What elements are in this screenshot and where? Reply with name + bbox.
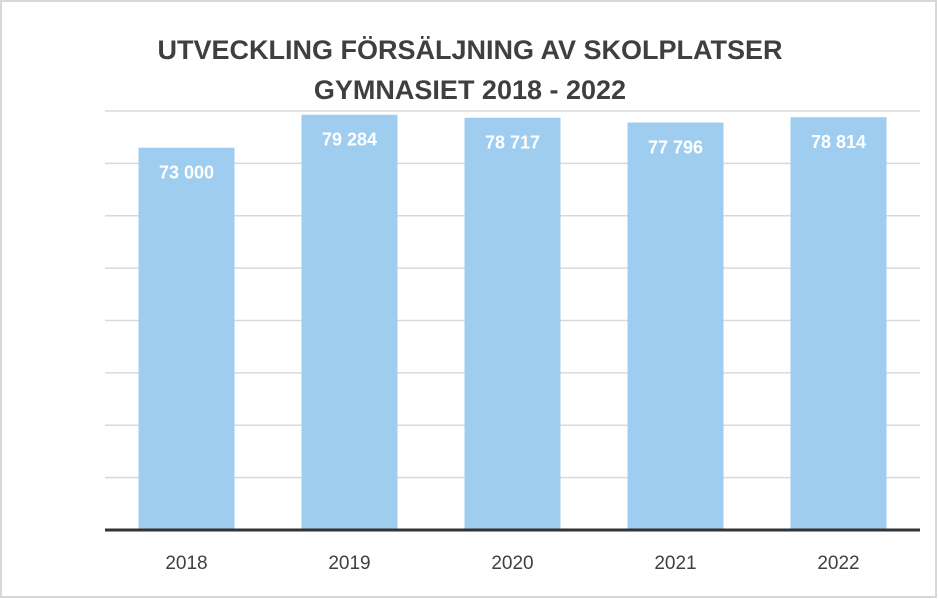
x-tick-label: 2018 — [165, 553, 207, 574]
value-label: 78 717 — [485, 132, 540, 152]
x-tick-label: 2019 — [328, 553, 370, 574]
chart-title: GYMNASIET 2018 - 2022 — [314, 75, 626, 105]
chart-title: UTVECKLING FÖRSÄLJNING AV SKOLPLATSER — [157, 35, 782, 65]
value-label: 79 284 — [322, 130, 377, 150]
value-label: 73 000 — [159, 162, 214, 182]
x-tick-label: 2021 — [654, 553, 696, 574]
bar — [627, 122, 724, 530]
x-tick-label: 2020 — [491, 553, 533, 574]
bar — [138, 147, 235, 530]
value-label: 78 814 — [811, 132, 866, 152]
value-label: 77 796 — [648, 137, 703, 157]
x-tick-label: 2022 — [817, 553, 859, 574]
bar — [301, 114, 398, 530]
bar — [464, 117, 561, 530]
bar — [790, 117, 887, 531]
